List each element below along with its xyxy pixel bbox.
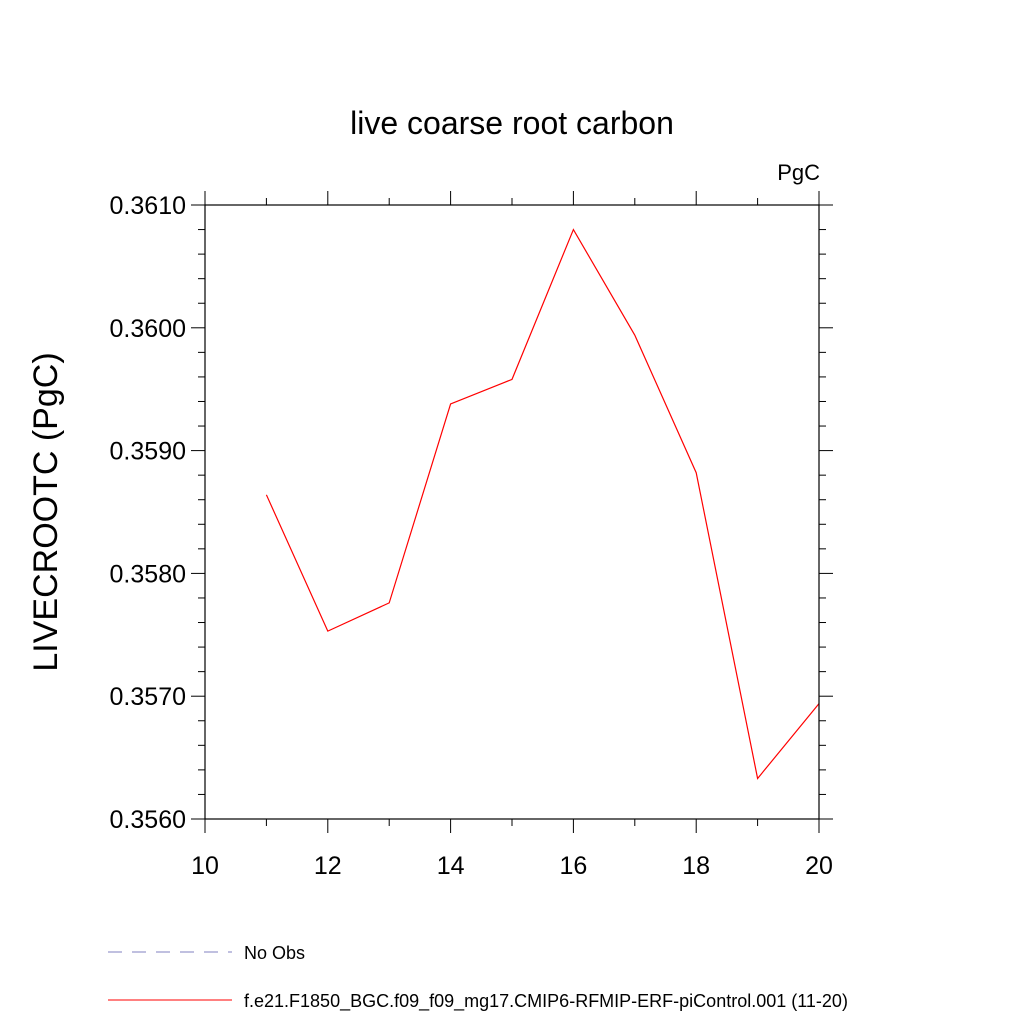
x-tick-label: 10 bbox=[191, 852, 219, 880]
y-tick-label: 0.3560 bbox=[110, 806, 186, 834]
y-tick-label: 0.3580 bbox=[110, 560, 186, 588]
series-layer bbox=[265, 228, 820, 780]
y-axis-label: LIVECROOTC (PgC) bbox=[27, 352, 65, 671]
y-tick-label: 0.3600 bbox=[110, 315, 186, 343]
y-tick-label: 0.3570 bbox=[110, 683, 186, 711]
x-tick-label: 12 bbox=[314, 852, 342, 880]
series-line-0 bbox=[265, 228, 820, 780]
units-label: PgC bbox=[777, 160, 820, 185]
legend: No Obs f.e21.F1850_BGC.f09_f09_mg17.CMIP6… bbox=[108, 943, 848, 1012]
legend-label-1: f.e21.F1850_BGC.f09_f09_mg17.CMIP6-RFMIP… bbox=[244, 991, 848, 1012]
legend-label-0: No Obs bbox=[244, 943, 305, 963]
x-tick-label: 20 bbox=[805, 852, 833, 880]
chart-title: live coarse root carbon bbox=[350, 105, 674, 141]
y-tick-label: 0.3610 bbox=[110, 192, 186, 220]
plot-frame bbox=[204, 204, 820, 820]
y-tick-label: 0.3590 bbox=[110, 438, 186, 466]
x-tick-label: 16 bbox=[559, 852, 587, 880]
axis-ticks: 10 12 14 16 18 20 0.3560 0.3570 0.3580 0.3590 0.36… bbox=[110, 191, 833, 880]
x-tick-label: 14 bbox=[437, 852, 465, 880]
x-tick-label: 18 bbox=[682, 852, 710, 880]
